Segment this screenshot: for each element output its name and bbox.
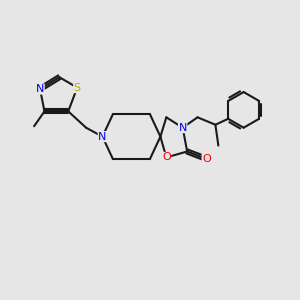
Text: N: N <box>98 132 106 142</box>
Text: N: N <box>36 84 44 94</box>
Text: N: N <box>178 123 187 133</box>
Text: O: O <box>202 154 211 164</box>
Text: O: O <box>162 152 171 162</box>
Text: S: S <box>74 82 81 93</box>
